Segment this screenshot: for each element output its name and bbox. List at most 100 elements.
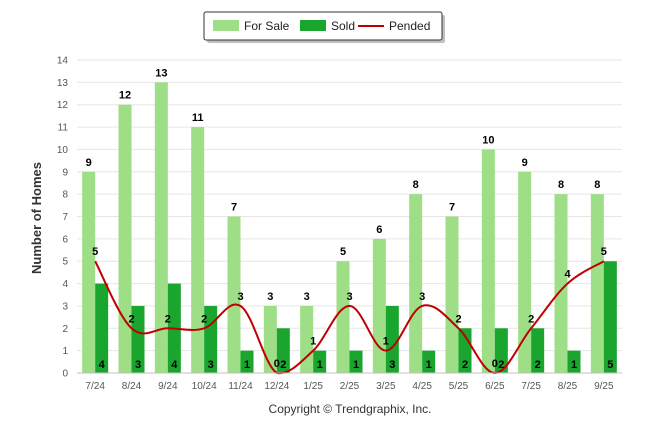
x-tick-label-10/24: 10/24 [192, 381, 217, 392]
copyright-credit: Copyright © Trendgraphix, Inc. [269, 402, 432, 416]
pended-line [94, 260, 605, 375]
label-sold-7/25: 2 [535, 359, 541, 371]
bars [82, 82, 617, 373]
bar-for-sale-4/25 [409, 194, 423, 373]
x-tick-label-8/25: 8/25 [558, 381, 578, 392]
bar-sold-9/25 [603, 261, 617, 373]
label-for-sale-7/25: 9 [522, 157, 528, 169]
label-pended-3/25: 1 [383, 336, 389, 348]
label-sold-10/24: 3 [208, 359, 214, 371]
x-tick-label-5/25: 5/25 [449, 381, 469, 392]
bar-for-sale-5/25 [445, 216, 459, 373]
legend-label-for-sale[interactable]: For Sale [244, 19, 290, 33]
y-tick-label-14: 14 [57, 56, 69, 67]
x-tick-label-1/25: 1/25 [303, 381, 323, 392]
label-pended-2/25: 3 [346, 291, 352, 303]
label-sold-11/24: 1 [244, 359, 250, 371]
y-tick-label-1: 1 [62, 346, 68, 357]
y-axis-title: Number of Homes [29, 162, 44, 274]
bar-for-sale-3/25 [372, 238, 386, 373]
label-for-sale-12/24: 3 [267, 291, 273, 303]
x-tick-label-6/25: 6/25 [485, 381, 505, 392]
legend-label-sold[interactable]: Sold [331, 19, 355, 33]
label-pended-9/24: 2 [165, 313, 171, 325]
legend-label-pended[interactable]: Pended [389, 19, 430, 33]
label-pended-9/25: 5 [601, 246, 607, 258]
label-for-sale-1/25: 3 [304, 291, 310, 303]
label-sold-3/25: 3 [389, 359, 395, 371]
label-for-sale-9/25: 8 [594, 179, 600, 191]
label-for-sale-11/24: 7 [231, 202, 237, 214]
label-for-sale-2/25: 5 [340, 246, 346, 258]
bar-for-sale-9/25 [590, 194, 604, 373]
x-tick-label-3/25: 3/25 [376, 381, 396, 392]
x-tick-label-8/24: 8/24 [122, 381, 142, 392]
bar-for-sale-6/25 [481, 149, 495, 373]
bar-sold-1/25 [313, 350, 327, 373]
label-sold-12/24: 2 [280, 359, 286, 371]
x-tick-label-4/25: 4/25 [412, 381, 432, 392]
bar-for-sale-1/25 [300, 305, 314, 373]
y-tick-label-9: 9 [62, 167, 68, 178]
label-pended-6/25: 0 [492, 358, 498, 370]
label-pended-7/24: 5 [92, 246, 98, 258]
label-sold-1/25: 1 [317, 359, 323, 371]
y-tick-label-12: 12 [57, 100, 69, 111]
y-tick-label-2: 2 [62, 324, 68, 335]
label-pended-11/24: 3 [237, 291, 243, 303]
bar-for-sale-11/24 [227, 216, 241, 373]
legend-swatch-for-sale[interactable] [213, 20, 239, 31]
label-sold-2/25: 1 [353, 359, 359, 371]
x-axis: 7/24 8/24 9/24 10/24 11/24 12/24 1/25 2/25 3/25 4… [77, 372, 622, 392]
label-for-sale-7/24: 9 [86, 157, 92, 169]
y-tick-label-11: 11 [58, 123, 69, 134]
bar-sold-3/25 [385, 305, 399, 373]
legend: For Sale Sold Pended [203, 11, 445, 43]
label-for-sale-8/24: 12 [119, 90, 131, 102]
x-tick-label-7/25: 7/25 [521, 381, 541, 392]
label-for-sale-9/24: 13 [155, 67, 167, 79]
bar-sold-12/24 [276, 328, 290, 373]
x-tick-label-11/24: 11/24 [228, 381, 253, 392]
x-tick-label-2/25: 2/25 [340, 381, 360, 392]
y-tick-label-5: 5 [62, 257, 68, 268]
bar-for-sale-10/24 [191, 127, 205, 373]
label-pended-12/24: 0 [274, 358, 280, 370]
label-sold-5/25: 2 [462, 359, 468, 371]
label-pended-10/24: 2 [201, 313, 207, 325]
y-tick-label-6: 6 [62, 234, 68, 245]
x-tick-label-7/24: 7/24 [85, 381, 105, 392]
bar-sold-2/25 [349, 350, 363, 373]
label-for-sale-10/24: 11 [192, 112, 204, 124]
label-sold-6/25: 2 [498, 359, 504, 371]
label-pended-1/25: 1 [310, 336, 316, 348]
bar-sold-11/24 [240, 350, 254, 373]
label-pended-7/25: 2 [528, 313, 534, 325]
y-tick-label-13: 13 [57, 78, 69, 89]
label-sold-4/25: 1 [426, 359, 432, 371]
y-tick-label-4: 4 [62, 279, 68, 290]
x-tick-label-9/25: 9/25 [594, 381, 614, 392]
label-for-sale-5/25: 7 [449, 202, 455, 214]
label-pended-8/25: 4 [564, 269, 571, 281]
bar-for-sale-7/25 [518, 171, 532, 373]
bar-for-sale-9/24 [154, 82, 168, 373]
bar-for-sale-2/25 [336, 261, 350, 373]
label-for-sale-4/25: 8 [413, 179, 419, 191]
label-sold-7/24: 4 [99, 359, 106, 371]
label-for-sale-3/25: 6 [376, 224, 382, 236]
bar-for-sale-8/24 [118, 104, 132, 373]
x-tick-label-9/24: 9/24 [158, 381, 178, 392]
bar-for-sale-12/24 [263, 305, 277, 373]
label-pended-5/25: 2 [455, 313, 461, 325]
bar-for-sale-8/25 [554, 194, 568, 373]
legend-swatch-sold[interactable] [300, 20, 326, 31]
label-pended-4/25: 3 [419, 291, 425, 303]
bar-sold-8/24 [131, 305, 145, 373]
label-for-sale-6/25: 10 [482, 134, 494, 146]
x-tick-label-12/24: 12/24 [264, 381, 289, 392]
y-tick-label-7: 7 [62, 212, 68, 223]
